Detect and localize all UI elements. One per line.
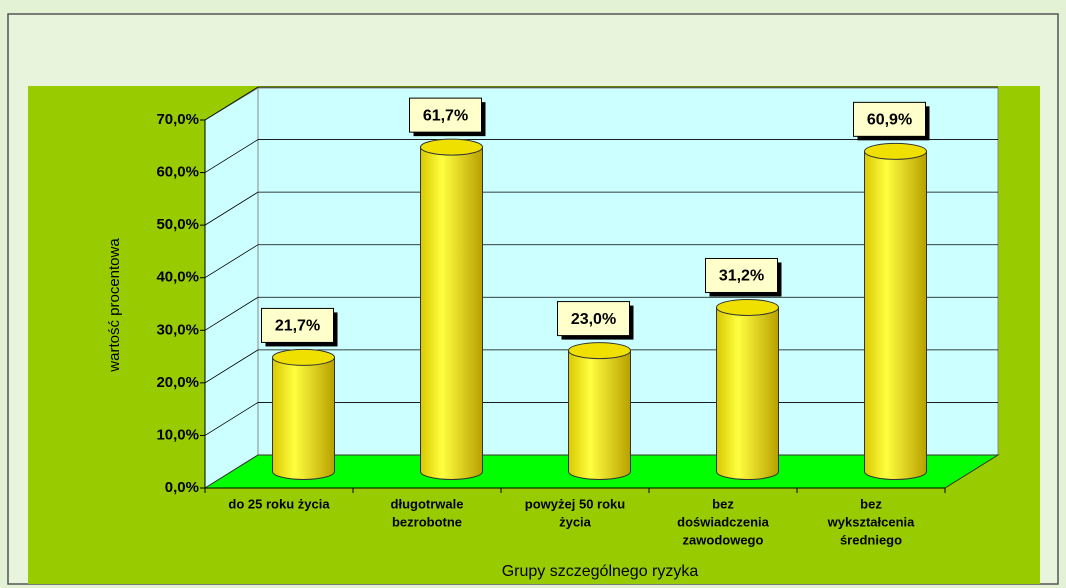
bar (864, 142, 927, 480)
x-tick-label: bezrobotne (392, 514, 462, 529)
x-tick-label: długotrwale (391, 496, 464, 511)
x-tick-label: do 25 roku życia (228, 496, 330, 511)
label-box (557, 301, 630, 337)
y-axis-label: wartość procentowa (106, 238, 123, 373)
grid-line (204, 244, 998, 279)
y-tick-label: 10,0% (156, 426, 199, 443)
grid-line (204, 296, 998, 331)
x-tick-label: życia (559, 514, 592, 529)
y-tick-label: 50,0% (156, 216, 199, 233)
value-label: 31,2% (719, 268, 764, 285)
grid-line (204, 86, 998, 121)
y-tick-label: 40,0% (156, 269, 199, 286)
bar-top (272, 348, 335, 366)
x-tick-label: zawodowego (683, 532, 764, 547)
side-wall (204, 87, 259, 489)
bar (272, 348, 335, 480)
bar (420, 138, 483, 480)
x-tick-label: powyżej 50 roku (525, 496, 625, 511)
x-tick-label: bez (712, 496, 734, 511)
y-tick-label: 30,0% (156, 321, 199, 338)
bar-body (864, 150, 927, 480)
label-box (261, 307, 334, 343)
y-tick-label: 20,0% (156, 374, 199, 391)
value-label: 60,9% (867, 112, 912, 129)
bar-body (420, 146, 483, 480)
bar-top (864, 142, 927, 160)
grid-line (204, 139, 998, 173)
x-axis-label: Grupy szczególnego ryzyka (502, 563, 699, 580)
label-box (853, 101, 926, 137)
grid-line (204, 191, 998, 226)
bar-body (716, 306, 779, 480)
bar (716, 298, 779, 480)
value-label: 21,7% (275, 318, 320, 335)
y-tick-label: 0,0% (165, 479, 199, 496)
bar (568, 342, 631, 480)
value-label: 61,7% (423, 107, 468, 124)
y-tick-label: 60,0% (156, 164, 199, 181)
x-tick-label: bez (860, 496, 882, 511)
bar-top (568, 342, 631, 360)
x-tick-label: wykształcenia (827, 514, 915, 529)
bar-top (420, 138, 483, 156)
value-label: 23,0% (571, 311, 616, 328)
x-tick-label: doświadczenia (677, 514, 770, 529)
bar-body (272, 356, 335, 480)
label-box (409, 97, 482, 133)
y-tick-label: 70,0% (156, 111, 199, 128)
label-box (705, 257, 778, 293)
x-tick-label: średniego (840, 532, 902, 547)
bar-top (716, 298, 779, 316)
bar-body (568, 350, 631, 480)
